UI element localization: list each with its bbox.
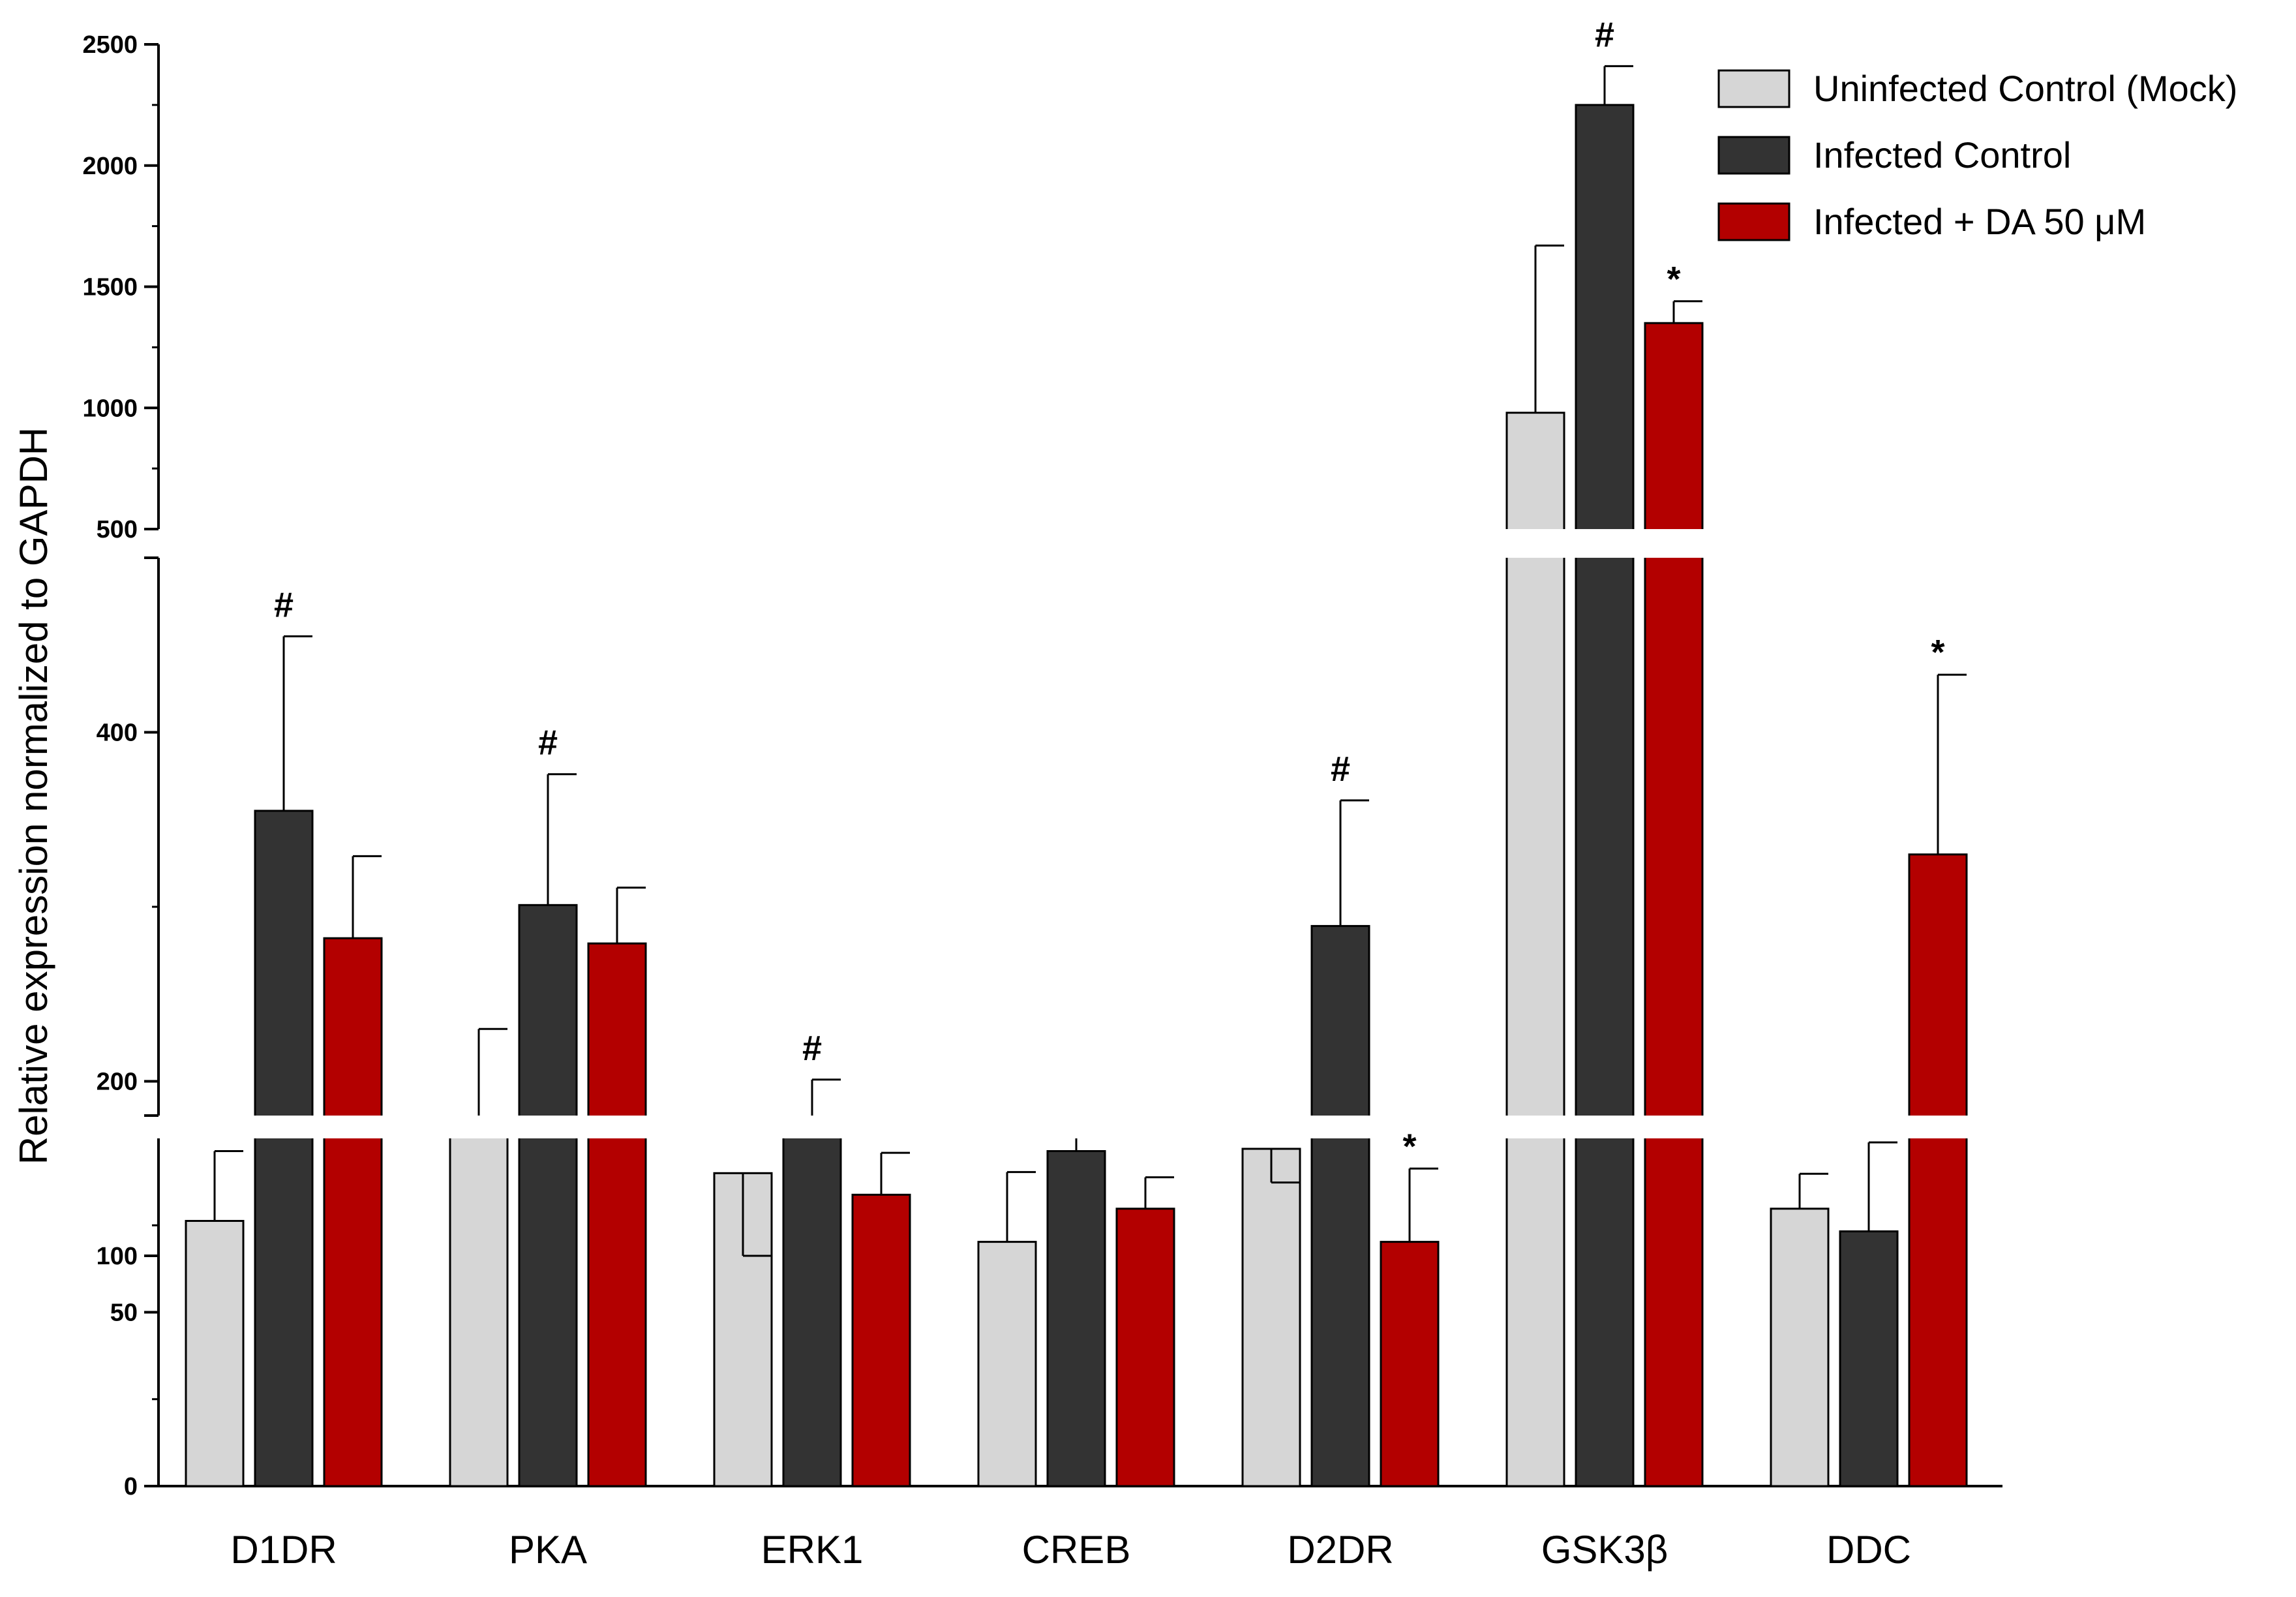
y-tick-label: 100 (97, 1243, 138, 1270)
bar (1310, 924, 1370, 1487)
significance-marker: # (1331, 750, 1350, 789)
legend-label: Infected + DA 50 μM (1813, 201, 2146, 242)
bar (449, 1129, 509, 1487)
significance-marker: * (1931, 633, 1944, 672)
bar (254, 810, 314, 1487)
category-label: CREB (1022, 1528, 1131, 1572)
bar (1505, 412, 1565, 1487)
y-tick-label: 200 (97, 1069, 138, 1096)
bar (1575, 104, 1635, 1487)
labels: Relative expression normalized to GAPDH D… (12, 15, 1945, 1572)
y-tick-label: 0 (124, 1473, 138, 1500)
legend-label: Uninfected Control (Mock) (1813, 68, 2237, 109)
significance-marker: # (538, 723, 558, 763)
bar (1839, 1230, 1899, 1487)
bar (1241, 1148, 1301, 1487)
category-label: ERK1 (761, 1528, 864, 1572)
bar (518, 904, 578, 1487)
bar (587, 942, 647, 1487)
y-tick-label: 1000 (82, 395, 138, 422)
bar (977, 1241, 1037, 1487)
category-label: DDC (1826, 1528, 1911, 1572)
legend-label: Infected Control (1813, 134, 2071, 175)
significance-marker: * (1402, 1127, 1416, 1166)
legend-swatch (1717, 69, 1790, 108)
bar (1770, 1208, 1830, 1487)
significance-marker: # (274, 585, 294, 624)
category-label: GSK3β (1541, 1528, 1669, 1572)
bar (185, 1220, 245, 1487)
bar (1380, 1241, 1440, 1487)
y-tick-label: 2500 (82, 31, 138, 59)
y-tick-label: 500 (97, 516, 138, 543)
bar (851, 1193, 911, 1487)
legend-swatch (1717, 202, 1790, 241)
bar (1046, 1150, 1106, 1487)
y-tick-label: 2000 (82, 153, 138, 180)
bars (160, 65, 2004, 1487)
legend-swatch (1717, 136, 1790, 175)
y-axis-label: Relative expression normalized to GAPDH (12, 427, 55, 1164)
significance-marker: * (1667, 260, 1680, 299)
significance-marker: # (1595, 15, 1614, 54)
bar (782, 1131, 842, 1487)
legend: Uninfected Control (Mock) Infected Contro… (1717, 68, 2237, 242)
category-label: D1DR (230, 1528, 337, 1572)
category-label: PKA (509, 1528, 587, 1572)
bar (1908, 853, 1968, 1487)
significance-marker: # (802, 1029, 822, 1068)
axis-break-band (160, 529, 2004, 558)
bar (323, 937, 383, 1487)
category-label: D2DR (1287, 1528, 1393, 1572)
y-tick-label: 400 (97, 720, 138, 747)
y-tick-label: 50 (110, 1300, 138, 1327)
y-tick-label: 1500 (82, 274, 138, 301)
bar (1115, 1208, 1175, 1487)
bar (1644, 322, 1704, 1487)
axis-break-band (160, 1116, 2004, 1138)
